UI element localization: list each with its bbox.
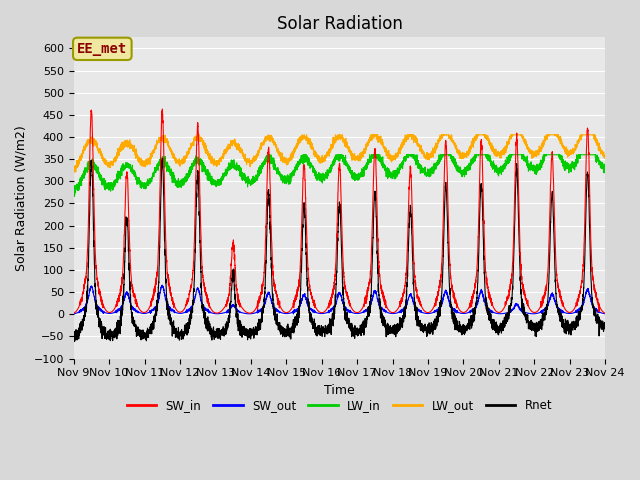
SW_in (319, 310, 327, 315)
LW_in (601, 170, 609, 176)
SW_out (602, 311, 609, 317)
LW_out (489, 148, 497, 154)
Title: Solar Radiation: Solar Radiation (276, 15, 403, 33)
LW_in (166, 165, 173, 170)
LW_in (429, 168, 437, 174)
SW_out (320, 311, 328, 316)
SW_out (166, 304, 173, 310)
LW_in (70, 193, 78, 199)
Rnet (159, 156, 166, 161)
Rnet (489, 317, 497, 323)
Y-axis label: Solar Radiation (W/m2): Solar Radiation (W/m2) (15, 125, 28, 271)
Rnet (320, 329, 328, 335)
LW_out (601, 155, 609, 160)
Line: SW_in: SW_in (74, 109, 605, 313)
SW_out (601, 311, 609, 317)
SW_in (459, 310, 467, 315)
Rnet (459, 329, 467, 335)
Rnet (70, 332, 77, 337)
SW_out (158, 282, 166, 288)
Rnet (601, 326, 609, 332)
SW_in (429, 305, 437, 311)
SW_in (601, 310, 609, 316)
LW_out (194, 132, 202, 138)
SW_out (489, 310, 497, 315)
Rnet (166, 315, 173, 321)
SW_in (489, 302, 497, 308)
LW_out (70, 170, 77, 176)
Line: SW_out: SW_out (74, 285, 605, 314)
Rnet (602, 326, 609, 332)
LW_in (602, 170, 609, 176)
SW_out (70, 311, 77, 317)
Line: Rnet: Rnet (74, 158, 605, 341)
LW_in (320, 174, 328, 180)
LW_in (266, 152, 273, 157)
Rnet (429, 327, 437, 333)
LW_out (70, 166, 77, 171)
LW_in (70, 187, 77, 192)
SW_in (159, 106, 166, 112)
LW_in (489, 161, 497, 167)
Rnet (71, 338, 79, 344)
SW_out (289, 311, 297, 317)
SW_in (70, 310, 77, 316)
SW_out (429, 310, 437, 315)
X-axis label: Time: Time (324, 384, 355, 397)
SW_out (459, 311, 467, 316)
LW_in (459, 168, 467, 174)
LW_out (166, 146, 173, 152)
LW_out (429, 148, 437, 154)
Legend: SW_in, SW_out, LW_in, LW_out, Rnet: SW_in, SW_out, LW_in, LW_out, Rnet (122, 395, 557, 417)
LW_out (320, 155, 328, 161)
SW_in (602, 311, 609, 316)
LW_out (602, 155, 609, 161)
Line: LW_in: LW_in (74, 155, 605, 196)
Text: EE_met: EE_met (77, 42, 127, 56)
Line: LW_out: LW_out (74, 135, 605, 173)
SW_in (166, 280, 173, 286)
LW_out (459, 149, 467, 155)
